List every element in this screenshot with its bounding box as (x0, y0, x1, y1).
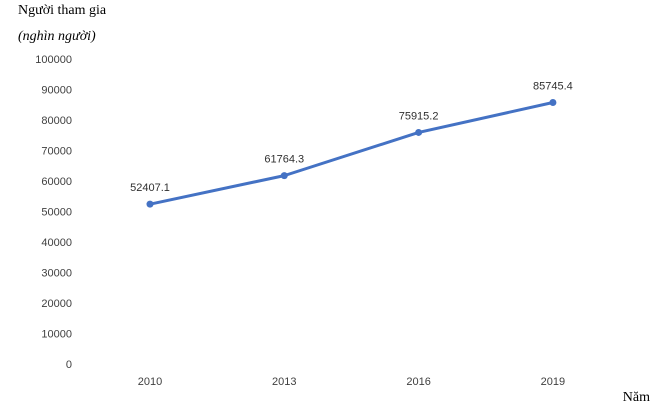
data-label: 75915.2 (399, 110, 439, 122)
data-point (415, 128, 423, 136)
x-tick-label: 2010 (138, 376, 162, 388)
data-label: 61764.3 (264, 154, 304, 166)
y-tick-label: 70000 (41, 146, 72, 158)
y-axis-tick-labels: 0 10000 20000 30000 40000 50000 60000 70000 8000… (35, 54, 72, 371)
y-tick-label: 50000 (41, 207, 72, 219)
x-axis-tick-labels: 2010 2013 2016 2019 (138, 376, 565, 388)
y-tick-label: 0 (66, 359, 72, 371)
data-label: 85745.4 (533, 80, 573, 92)
data-point (280, 172, 288, 180)
y-tick-label: 40000 (41, 237, 72, 249)
y-axis-unit: (nghìn người) (18, 29, 96, 44)
y-tick-label: 10000 (41, 329, 72, 341)
x-tick-label: 2016 (406, 376, 430, 388)
y-tick-label: 60000 (41, 176, 72, 188)
data-point (549, 98, 557, 106)
y-tick-label: 100000 (35, 54, 72, 66)
data-point (146, 200, 154, 208)
y-axis-title: Người tham gia (18, 3, 107, 18)
y-tick-label: 20000 (41, 298, 72, 310)
y-tick-label: 90000 (41, 85, 72, 97)
x-tick-label: 2013 (272, 376, 296, 388)
series-layer: 52407.1 61764.3 75915.2 85745.4 (130, 80, 573, 208)
series-line (148, 100, 555, 206)
x-axis-title: Năm (623, 390, 650, 405)
data-label: 52407.1 (130, 182, 170, 194)
y-tick-label: 30000 (41, 268, 72, 280)
x-tick-label: 2019 (541, 376, 565, 388)
y-tick-label: 80000 (41, 115, 72, 127)
